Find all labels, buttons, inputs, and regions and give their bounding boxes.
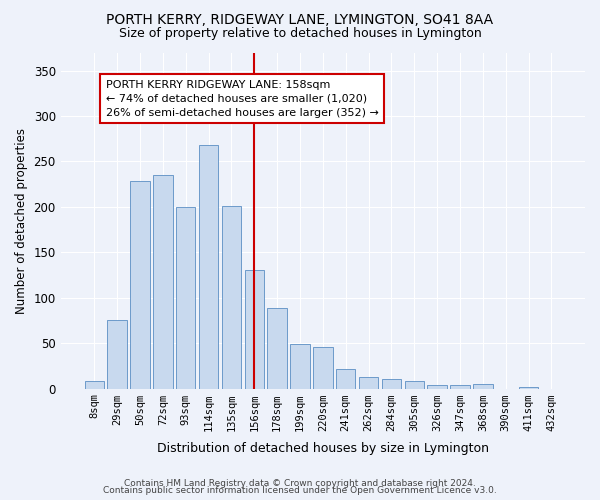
- Text: PORTH KERRY, RIDGEWAY LANE, LYMINGTON, SO41 8AA: PORTH KERRY, RIDGEWAY LANE, LYMINGTON, S…: [106, 12, 494, 26]
- Bar: [268, 308, 287, 388]
- Bar: [473, 384, 493, 388]
- Bar: [359, 376, 378, 388]
- Bar: [427, 385, 447, 388]
- Bar: [85, 382, 104, 388]
- Bar: [519, 386, 538, 388]
- Text: Contains HM Land Registry data © Crown copyright and database right 2024.: Contains HM Land Registry data © Crown c…: [124, 478, 476, 488]
- Bar: [107, 320, 127, 388]
- Bar: [450, 385, 470, 388]
- X-axis label: Distribution of detached houses by size in Lymington: Distribution of detached houses by size …: [157, 442, 489, 455]
- Bar: [290, 344, 310, 389]
- Y-axis label: Number of detached properties: Number of detached properties: [15, 128, 28, 314]
- Bar: [176, 207, 196, 388]
- Text: Size of property relative to detached houses in Lymington: Size of property relative to detached ho…: [119, 28, 481, 40]
- Text: PORTH KERRY RIDGEWAY LANE: 158sqm
← 74% of detached houses are smaller (1,020)
2: PORTH KERRY RIDGEWAY LANE: 158sqm ← 74% …: [106, 80, 379, 118]
- Bar: [313, 347, 332, 389]
- Bar: [382, 380, 401, 388]
- Bar: [245, 270, 264, 388]
- Bar: [221, 206, 241, 388]
- Bar: [199, 145, 218, 388]
- Bar: [130, 182, 149, 388]
- Bar: [404, 382, 424, 388]
- Bar: [336, 368, 355, 388]
- Text: Contains public sector information licensed under the Open Government Licence v3: Contains public sector information licen…: [103, 486, 497, 495]
- Bar: [153, 175, 173, 388]
